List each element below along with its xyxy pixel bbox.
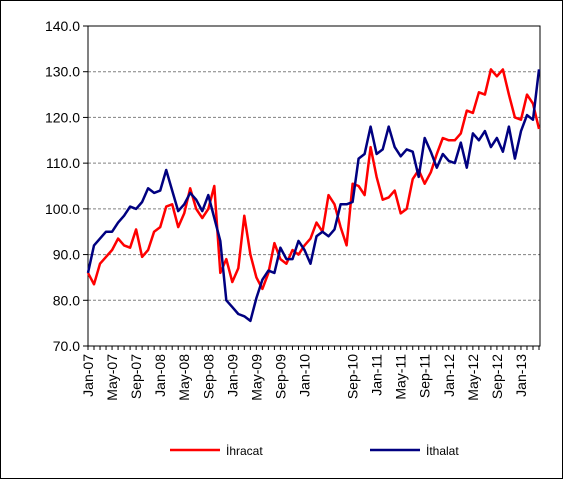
x-tick-label: Jan-13	[513, 354, 529, 397]
x-tick-label: Sep-07	[128, 354, 144, 399]
y-tick-label: 80.0	[53, 292, 80, 308]
legend-label: İthalat	[426, 444, 459, 458]
x-tick-label: Jan-07	[80, 354, 96, 397]
x-tick-label: May-07	[104, 354, 120, 401]
x-tick-label: May-11	[393, 354, 409, 400]
x-tick-label: Jan-10	[296, 354, 312, 397]
y-tick-label: 120.0	[45, 109, 80, 125]
x-tick-label: Jan-11	[369, 354, 385, 396]
y-tick-label: 130.0	[45, 64, 80, 80]
y-tick-label: 90.0	[53, 247, 80, 263]
y-tick-label: 70.0	[53, 338, 80, 354]
x-tick-label: Sep-09	[272, 354, 288, 399]
data-line	[86, 69, 541, 323]
x-tick-label: Jan-09	[224, 354, 240, 397]
x-tick-label: Jan-08	[152, 354, 168, 397]
plot-frame	[87, 25, 541, 347]
x-tick-label: Sep-11	[417, 354, 433, 398]
y-tick-label: 100.0	[45, 201, 80, 217]
data-line	[86, 68, 541, 291]
legend-label: İhracat	[226, 444, 263, 458]
x-tick-label: May-08	[176, 354, 192, 401]
x-tick-label: Jan-12	[441, 354, 457, 397]
x-tick-label: May-09	[248, 354, 264, 401]
x-tick-label: May-12	[465, 354, 481, 401]
y-tick-label: 110.0	[46, 155, 80, 171]
x-tick-label: Sep-08	[200, 354, 216, 399]
x-tick-label: Sep-10	[345, 354, 361, 399]
x-tick-label: Sep-12	[489, 354, 505, 399]
y-tick-label: 140.0	[45, 18, 80, 34]
